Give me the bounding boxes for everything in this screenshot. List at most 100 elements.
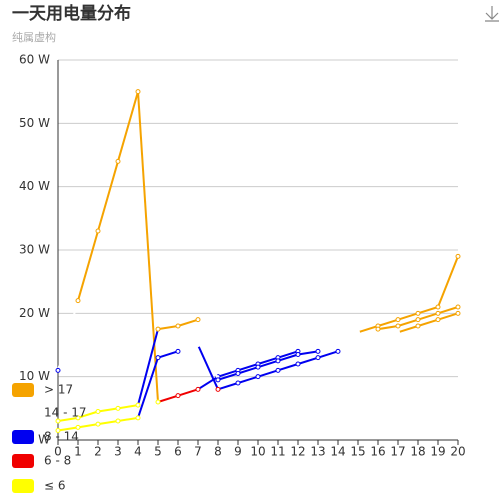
x-tick-label: 16 — [370, 445, 385, 459]
line-segment — [417, 312, 439, 321]
line-segment — [197, 319, 219, 381]
line-segment — [137, 328, 159, 406]
point — [435, 317, 441, 323]
point — [455, 253, 461, 259]
x-tick-label: 10 — [250, 445, 265, 459]
point — [415, 310, 421, 316]
line-segment — [357, 328, 379, 340]
x-tick-label: 13 — [310, 445, 325, 459]
point — [295, 361, 301, 367]
point — [356, 336, 360, 341]
point — [415, 323, 421, 329]
point — [75, 424, 81, 430]
line-segment — [177, 318, 199, 327]
point — [395, 317, 401, 323]
line-segment — [417, 306, 439, 315]
x-tick-label: 6 — [174, 445, 182, 459]
line-segment — [437, 255, 459, 308]
point — [115, 418, 121, 424]
point — [75, 415, 81, 421]
x-tick-label: 9 — [234, 445, 242, 459]
line-segment — [97, 407, 119, 413]
legend-label: 14 - 17 — [44, 406, 87, 420]
point — [455, 304, 461, 310]
point — [395, 323, 401, 329]
line-segment — [77, 410, 99, 419]
point — [235, 380, 241, 386]
line-segment — [77, 423, 99, 429]
line-segment — [277, 353, 299, 362]
x-tick-label: 14 — [330, 445, 345, 459]
point — [376, 336, 380, 341]
line-segment — [397, 318, 419, 327]
line-segment — [397, 325, 419, 334]
point — [55, 418, 61, 424]
point — [215, 377, 221, 383]
point — [435, 304, 441, 310]
x-tick-label: 8 — [214, 445, 222, 459]
line-segment — [377, 331, 399, 340]
line-segment — [217, 372, 239, 381]
download-glyph — [485, 6, 499, 22]
line-segment — [297, 350, 319, 356]
point — [55, 428, 61, 433]
point — [95, 409, 101, 414]
x-tick-label: 1 — [74, 445, 82, 459]
x-tick-label: 17 — [390, 445, 405, 459]
point — [295, 352, 301, 357]
x-tick-label: 18 — [410, 445, 425, 459]
point — [435, 310, 441, 316]
line-segment — [237, 366, 259, 375]
download-icon[interactable] — [485, 6, 499, 22]
line-segment — [337, 337, 359, 346]
point — [175, 393, 181, 399]
line-segment — [297, 344, 319, 353]
y-tick-label: 20 W — [19, 306, 50, 320]
point — [335, 348, 341, 354]
x-tick-label: 15 — [350, 445, 365, 459]
line-segment — [177, 344, 199, 353]
x-tick-label: 4 — [134, 445, 142, 459]
point — [196, 343, 200, 347]
point — [175, 348, 181, 354]
x-tick-label: 7 — [194, 445, 202, 459]
legend-label: 8 - 14 — [44, 430, 79, 444]
legend-label: ≤ 6 — [44, 479, 66, 493]
line-segment — [117, 404, 139, 410]
line-segment — [137, 91, 159, 403]
line-segment — [217, 369, 239, 378]
legend-label: > 17 — [44, 383, 73, 397]
line-segment — [437, 306, 459, 315]
line-segment — [97, 420, 119, 426]
line-segment — [437, 312, 459, 321]
line-segment — [157, 350, 179, 359]
line-segment — [97, 161, 119, 232]
point — [55, 367, 61, 373]
point — [396, 330, 400, 335]
y-tick-label: 60 W — [19, 53, 50, 67]
x-tick-label: 0 — [54, 445, 62, 459]
point — [135, 415, 141, 421]
point — [95, 421, 101, 427]
point — [75, 298, 81, 304]
line-segment — [317, 344, 339, 353]
point — [195, 386, 201, 392]
line-segment — [197, 344, 219, 390]
point — [115, 158, 121, 164]
line-segment — [57, 300, 79, 371]
point — [315, 355, 321, 361]
line-segment — [177, 388, 199, 397]
line-segment — [257, 369, 279, 378]
line-segment — [357, 325, 379, 334]
line-segment — [257, 359, 279, 369]
line-segment — [217, 382, 239, 391]
point — [316, 343, 320, 347]
x-tick-label: 5 — [154, 445, 162, 459]
legend-label: 6 - 8 — [44, 454, 71, 468]
x-tick-label: 19 — [430, 445, 445, 459]
point — [356, 343, 360, 347]
line-segment — [337, 331, 359, 340]
line-segment — [297, 356, 319, 365]
x-tick-label: 2 — [94, 445, 102, 459]
point — [255, 364, 261, 370]
